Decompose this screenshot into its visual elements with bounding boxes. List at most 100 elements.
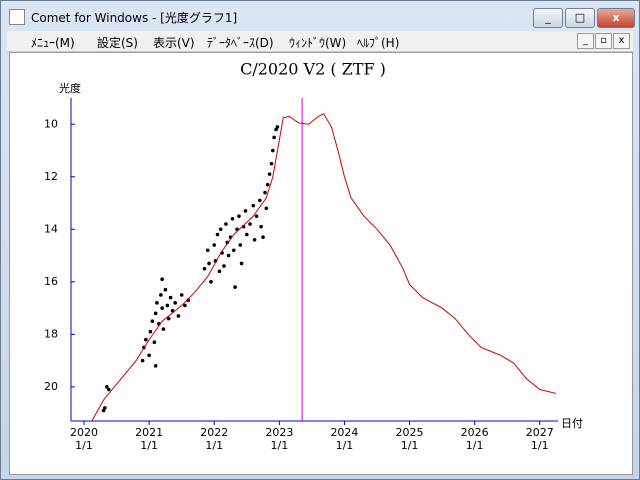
minimize-button[interactable]: _ [533,8,563,28]
menu-item[interactable]: ﾒﾆｭｰ(M) [31,36,75,50]
observation-point [218,227,223,232]
observation-point [248,222,252,226]
observation-point [239,261,244,266]
observation-point [101,408,106,413]
y-tick-label: 16 [44,275,58,288]
window-title: Comet for Windows - [光度グラフ1] [31,11,238,25]
observation-point [264,206,269,211]
mdi-close[interactable]: x [613,33,630,49]
observation-point [269,161,274,166]
observation-point [176,314,181,318]
x-tick-sublabel: 1/1 [140,439,158,452]
observation-point [155,301,159,305]
observation-point [254,214,259,218]
title-bar: Comet for Windows - [光度グラフ1] _ □ x [1,1,639,31]
observation-point [224,222,228,226]
x-tick-label: 2024 [330,426,358,439]
observation-point [153,364,158,368]
close-button[interactable]: x [597,8,635,28]
observation-point [263,190,267,195]
observation-point [226,253,231,258]
observation-point [144,337,148,342]
observation-point [271,148,275,153]
observation-point [168,295,173,300]
observation-point [258,198,262,203]
observation-point [209,280,213,284]
observation-point [173,301,177,305]
observation-point [244,232,249,237]
chart: C/2020 V2 ( ZTF ) 光度 日付 1012141618202020… [44,60,583,453]
observation-point [106,387,111,392]
observation-point [165,303,170,308]
x-tick-label: 2020 [70,426,98,439]
observation-point [231,248,236,253]
x-axis-label: 日付 [561,417,583,430]
chart-area: C/2020 V2 ( ZTF ) 光度 日付 10 12 14 16 18 20 2020… [9,52,633,475]
observation-point [160,306,164,310]
observation-point [202,266,207,271]
observation-point [243,209,248,213]
observation-point [217,269,222,274]
y-tick-label: 20 [44,380,58,393]
observation-point [237,214,241,218]
observation-point [160,277,164,281]
y-tick-label: 12 [44,170,58,183]
observation-point [153,311,158,316]
menu-item[interactable]: ﾍﾙﾌﾟ(H) [357,36,400,50]
observation-point [252,238,257,242]
x-tick-label: 2027 [526,426,554,439]
observation-point [183,303,187,308]
observation-point [251,203,256,208]
app-icon [9,9,25,25]
observation-point [166,316,171,321]
x-tick-label: 2026 [461,426,489,439]
x-tick-sublabel: 1/1 [205,439,223,452]
observation-point [267,172,272,176]
observation-point [161,327,166,331]
chart-title: C/2020 V2 ( ZTF ) [240,60,386,79]
x-tick-sublabel: 1/1 [270,439,288,452]
y-tick-label: 14 [44,222,58,235]
observation-point [222,264,226,268]
x-tick-sublabel: 1/1 [75,439,93,452]
observation-point [159,293,163,297]
observation-point [147,353,151,358]
observation-point [233,285,237,289]
menu-item[interactable]: 表示(V) [153,36,195,50]
observation-point [259,224,263,229]
menu-item[interactable]: 設定(S) [97,36,138,50]
x-tick-label: 2025 [396,426,424,439]
observation-point [205,248,210,253]
menu-bar: ﾒﾆｭｰ(M) 設定(S) 表示(V) ﾃﾞｰﾀﾍﾞｰｽ(D) ｳｨﾝﾄﾞｳ(W… [7,31,633,52]
x-tick-label: 2022 [200,426,228,439]
observation-point [163,287,168,292]
observation-point [275,125,280,129]
observation-point [238,243,243,247]
x-tick-sublabel: 1/1 [336,439,354,452]
menu-item[interactable]: ﾃﾞｰﾀﾍﾞｰｽ(D) [207,36,274,50]
menu-item[interactable]: ｳｨﾝﾄﾞｳ(W) [289,36,347,50]
observation-point [150,319,155,324]
observation-point [230,216,235,221]
x-tick-sublabel: 1/1 [466,439,484,452]
x-tick-sublabel: 1/1 [531,439,549,452]
observation-point [105,385,109,389]
observation-point [148,329,153,334]
observation-point [207,261,211,266]
observation-point [265,182,270,187]
observation-point [272,135,276,140]
predicted-curve [91,113,557,422]
observation-point [179,293,184,297]
observation-point [261,235,265,239]
observation-point [140,358,145,363]
observation-point [212,243,217,247]
observation-point [152,340,157,345]
y-axis-label: 光度 [59,81,81,95]
x-tick-label: 2021 [135,426,163,439]
mdi-restore[interactable]: ▫ [595,33,612,49]
x-tick-label: 2023 [265,426,293,439]
maximize-button[interactable]: □ [565,8,595,28]
y-tick-label: 10 [44,117,58,130]
mdi-minimize[interactable]: _ [577,33,594,49]
